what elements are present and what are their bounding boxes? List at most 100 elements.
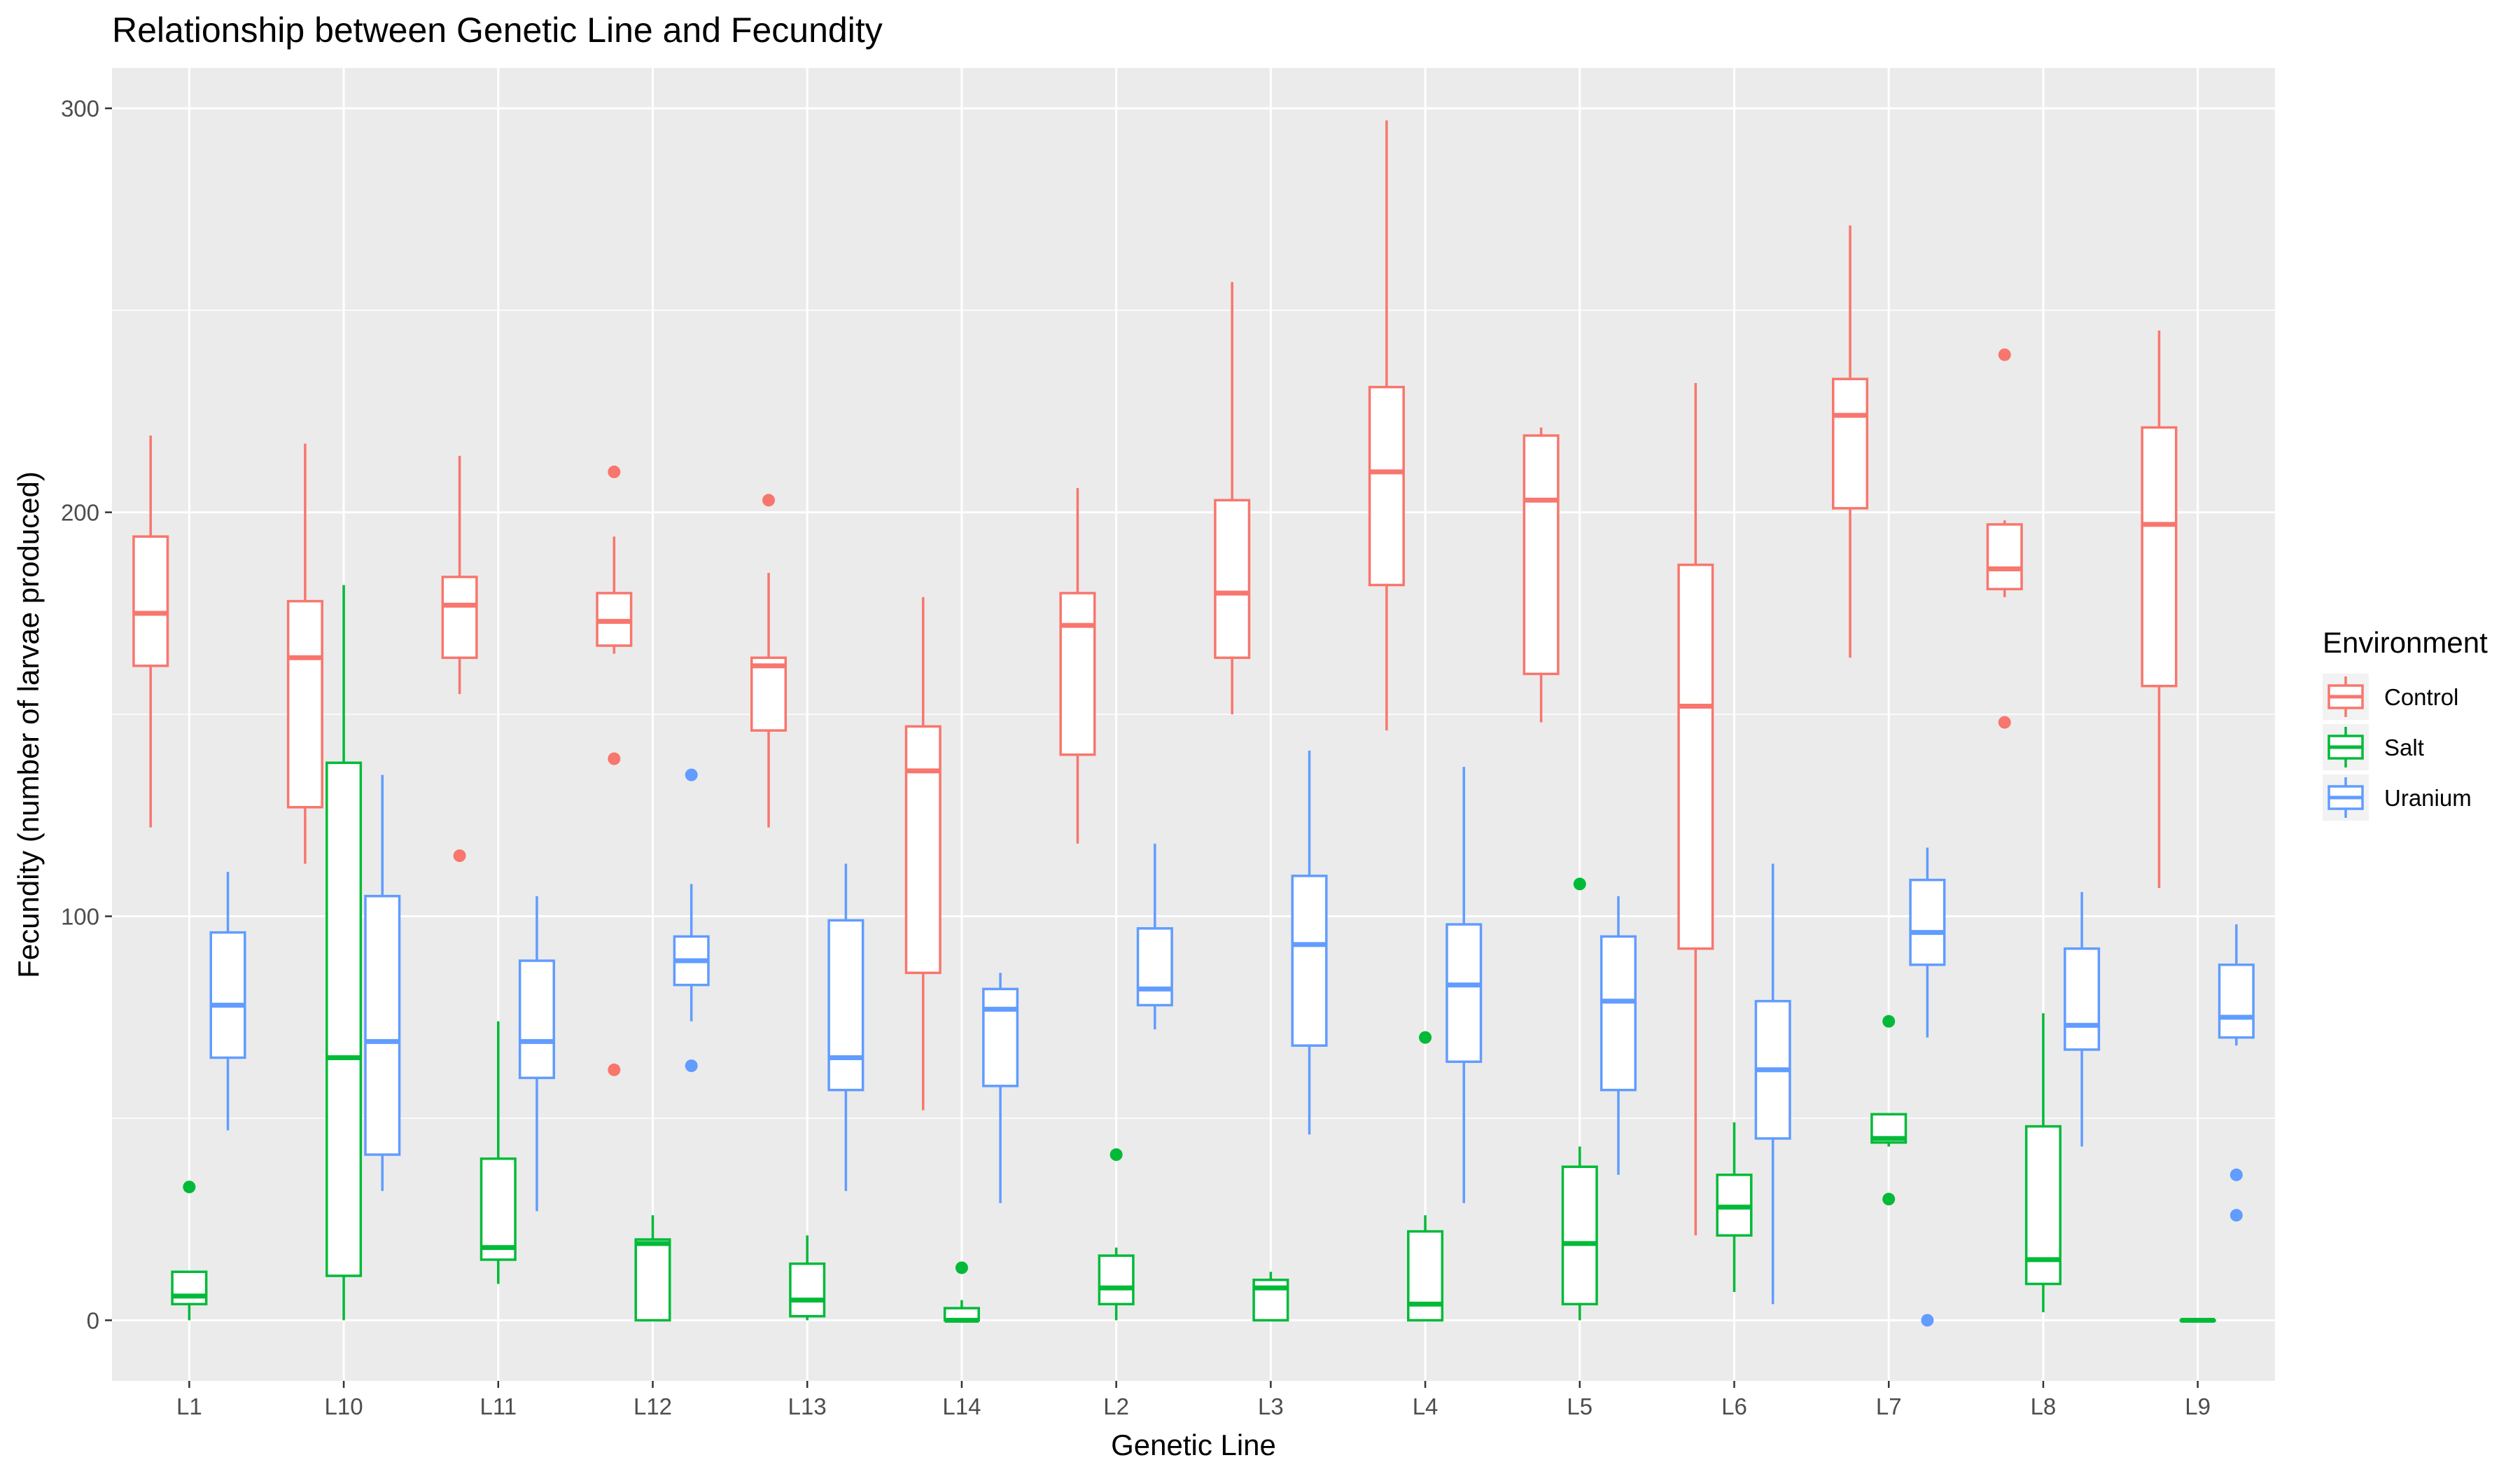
box-body xyxy=(1446,923,1483,1063)
box-uranium-l7 xyxy=(1909,847,1946,1327)
y-axis-title: Fecundity (number of larvae produced) xyxy=(12,471,45,978)
plot-panel xyxy=(112,68,2275,1381)
box-uranium-l8 xyxy=(2064,891,2101,1147)
box-salt-l4 xyxy=(1407,1031,1444,1322)
box-control-l12 xyxy=(596,465,633,1076)
box-body xyxy=(1986,523,2023,590)
box-salt-l13 xyxy=(789,1235,826,1321)
legend-item-control: Control xyxy=(2323,674,2458,720)
box-control-l11 xyxy=(441,455,478,862)
box-control-l4 xyxy=(1368,120,1405,731)
box-body xyxy=(904,725,941,975)
x-tick-label: L14 xyxy=(942,1393,981,1419)
box-salt-l10 xyxy=(326,585,363,1321)
box-salt-l3 xyxy=(1252,1272,1289,1322)
box-body xyxy=(1098,1254,1135,1306)
box-body xyxy=(518,959,555,1080)
x-tick-label: L2 xyxy=(1103,1393,1129,1419)
legend-item-uranium: Uranium xyxy=(2323,774,2472,821)
legend-label: Control xyxy=(2384,684,2458,710)
box-salt-l12 xyxy=(634,1215,671,1322)
box-body xyxy=(982,987,1019,1087)
x-tick-label: L11 xyxy=(479,1393,517,1419)
box-control-l3 xyxy=(1214,281,1251,715)
box-uranium-l11 xyxy=(518,896,555,1211)
box-salt-l8 xyxy=(2024,1013,2062,1312)
box-salt-l2 xyxy=(1098,1148,1135,1321)
box-body xyxy=(1561,1165,1598,1306)
x-tick-label: L1 xyxy=(176,1393,202,1419)
outlier-point xyxy=(1573,877,1586,891)
box-body xyxy=(2218,964,2255,1039)
outlier-point xyxy=(1882,1193,1896,1206)
box-body xyxy=(1832,377,1869,510)
x-tick-label: L5 xyxy=(1567,1393,1592,1419)
outlier-point xyxy=(608,1063,621,1076)
box-control-l13 xyxy=(750,494,788,828)
box-uranium-l10 xyxy=(364,774,401,1191)
box-body xyxy=(1291,875,1328,1047)
box-uranium-l13 xyxy=(827,863,864,1191)
box-body xyxy=(326,761,363,1277)
box-salt-l11 xyxy=(479,1021,517,1284)
x-tick-label: L8 xyxy=(2031,1393,2057,1419)
box-uranium-l1 xyxy=(209,872,246,1131)
box-body xyxy=(789,1262,826,1318)
x-axis-title: Genetic Line xyxy=(1111,1428,1276,1461)
box-uranium-l5 xyxy=(1600,896,1637,1175)
box-control-l2 xyxy=(1059,488,1096,844)
legend-items: Control Salt Uranium xyxy=(2323,674,2472,821)
box-uranium-l14 xyxy=(982,973,1019,1204)
box-uranium-l12 xyxy=(673,768,710,1072)
box-salt-l5 xyxy=(1561,877,1598,1321)
legend: Environment Control Salt Uranium xyxy=(2323,626,2488,821)
box-control-l1 xyxy=(132,436,169,828)
box-uranium-l6 xyxy=(1754,863,1791,1305)
outlier-point xyxy=(1921,1314,1934,1327)
x-tick-label: L13 xyxy=(788,1393,827,1419)
box-body xyxy=(286,599,323,809)
outlier-point xyxy=(2230,1209,2243,1222)
legend-item-salt: Salt xyxy=(2323,724,2424,770)
box-salt-l6 xyxy=(1716,1122,1753,1293)
box-body xyxy=(750,656,788,732)
box-uranium-l9 xyxy=(2218,924,2255,1222)
box-control-l10 xyxy=(286,443,323,864)
axes: 0 100 200 300 L1 L10 L11 L12 L13 L14 L2 L3 L4 L5 L6 L7 L… xyxy=(61,96,2211,1419)
box-control-l9 xyxy=(2141,331,2178,889)
outlier-point xyxy=(1882,1015,1896,1028)
box-body xyxy=(1677,563,1714,950)
y-tick-label: 300 xyxy=(61,96,99,122)
box-body xyxy=(1600,935,1637,1092)
box-body xyxy=(1136,927,1173,1007)
x-tick-label: L9 xyxy=(2185,1393,2211,1419)
box-control-l14 xyxy=(904,597,941,1111)
box-uranium-l4 xyxy=(1446,767,1483,1204)
box-salt-l7 xyxy=(1870,1015,1907,1206)
x-tick-label: L4 xyxy=(1413,1393,1438,1419)
box-body xyxy=(1407,1230,1444,1322)
x-tick-label: L7 xyxy=(1876,1393,1902,1419)
outlier-point xyxy=(955,1261,968,1274)
box-salt-l14 xyxy=(943,1261,980,1323)
box-uranium-l3 xyxy=(1291,751,1328,1135)
legend-label: Uranium xyxy=(2384,785,2472,811)
y-tick-label: 200 xyxy=(61,500,99,526)
outlier-point xyxy=(608,465,621,478)
box-body xyxy=(209,931,246,1059)
outlier-point xyxy=(685,768,698,781)
box-body xyxy=(1059,592,1096,756)
chart-title: Relationship between Genetic Line and Fe… xyxy=(112,11,883,50)
outlier-point xyxy=(685,1059,698,1072)
box-body xyxy=(364,894,401,1156)
outlier-point xyxy=(2230,1168,2243,1181)
outlier-point xyxy=(453,849,466,862)
y-tick-label: 100 xyxy=(61,904,99,930)
outlier-point xyxy=(608,752,621,765)
y-tick-label: 0 xyxy=(87,1307,99,1333)
x-tick-label: L12 xyxy=(634,1393,672,1419)
box-control-l7 xyxy=(1832,225,1869,658)
outlier-point xyxy=(183,1181,196,1194)
